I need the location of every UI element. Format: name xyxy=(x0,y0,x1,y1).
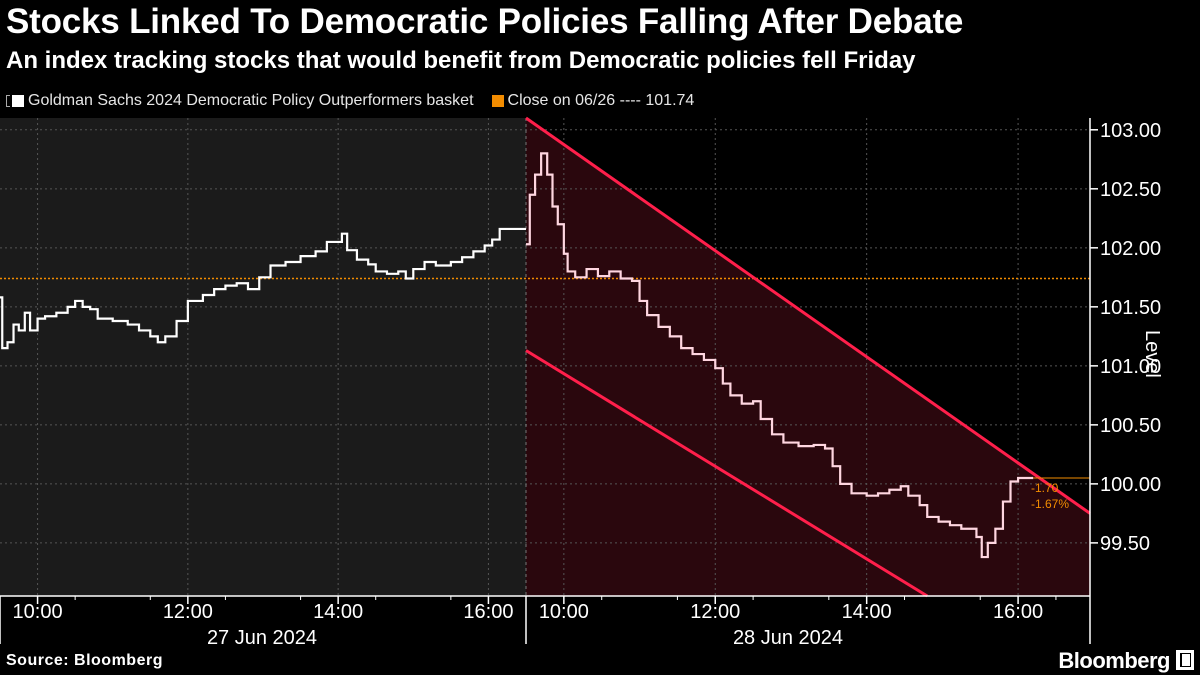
y-tick-label-2: 100.50 xyxy=(1100,415,1161,437)
y-tick-label-4: 101.50 xyxy=(1100,297,1161,319)
x-tick-label-day2-3: 16:00 xyxy=(993,601,1043,623)
legend-item-close: Close on 06/26 ---- 101.74 xyxy=(491,92,695,110)
legend-label-basket: Goldman Sachs 2024 Democratic Policy Out… xyxy=(28,92,474,109)
chart-title: Stocks Linked To Democratic Policies Fal… xyxy=(6,2,964,41)
series-line-day2 xyxy=(526,152,1034,559)
legend-tick-icon xyxy=(6,95,10,107)
source-note: Source: Bloomberg xyxy=(6,652,163,669)
legend-swatch-basket xyxy=(12,95,24,107)
bloomberg-logo: Bloomberg xyxy=(1058,648,1170,673)
legend-swatch-close xyxy=(491,95,504,107)
y-tick-label-5: 102.00 xyxy=(1100,238,1161,260)
y-tick-label-0: 99.50 xyxy=(1100,533,1150,555)
change-annotation-1: -1.67% xyxy=(1031,497,1069,511)
x-day-label-1: 27 Jun 2024 xyxy=(207,627,317,649)
y-tick-label-7: 103.00 xyxy=(1100,120,1161,142)
legend: Goldman Sachs 2024 Democratic Policy Out… xyxy=(6,92,712,110)
channel-upper-line xyxy=(525,116,1091,515)
x-tick-label-day1-0: 10:00 xyxy=(13,601,63,623)
channel-fill xyxy=(526,118,1090,596)
bloomberg-terminal-icon xyxy=(1176,650,1194,670)
x-tick-label-day1-3: 16:00 xyxy=(463,601,513,623)
x-day-label-2: 28 Jun 2024 xyxy=(733,627,843,649)
legend-item-basket: Goldman Sachs 2024 Democratic Policy Out… xyxy=(6,92,474,110)
y-tick-label-3: 101.00 xyxy=(1100,356,1161,378)
legend-label-close: Close on 06/26 ---- 101.74 xyxy=(507,92,695,109)
y-tick-label-6: 102.50 xyxy=(1100,179,1161,201)
y-axis-title: Level xyxy=(1141,330,1163,378)
x-tick-label-day2-0: 10:00 xyxy=(539,601,589,623)
chart-subtitle: An index tracking stocks that would bene… xyxy=(6,47,916,74)
x-tick-label-day2-2: 14:00 xyxy=(842,601,892,623)
x-tick-label-day2-1: 12:00 xyxy=(690,601,740,623)
x-tick-label-day1-2: 14:00 xyxy=(313,601,363,623)
y-tick-label-1: 100.00 xyxy=(1100,474,1161,496)
day1-background xyxy=(0,118,526,596)
series-line-day1 xyxy=(0,227,526,350)
channel-lower-line xyxy=(525,349,929,598)
change-annotation-0: -1.70 xyxy=(1031,481,1059,495)
x-tick-label-day1-1: 12:00 xyxy=(163,601,213,623)
